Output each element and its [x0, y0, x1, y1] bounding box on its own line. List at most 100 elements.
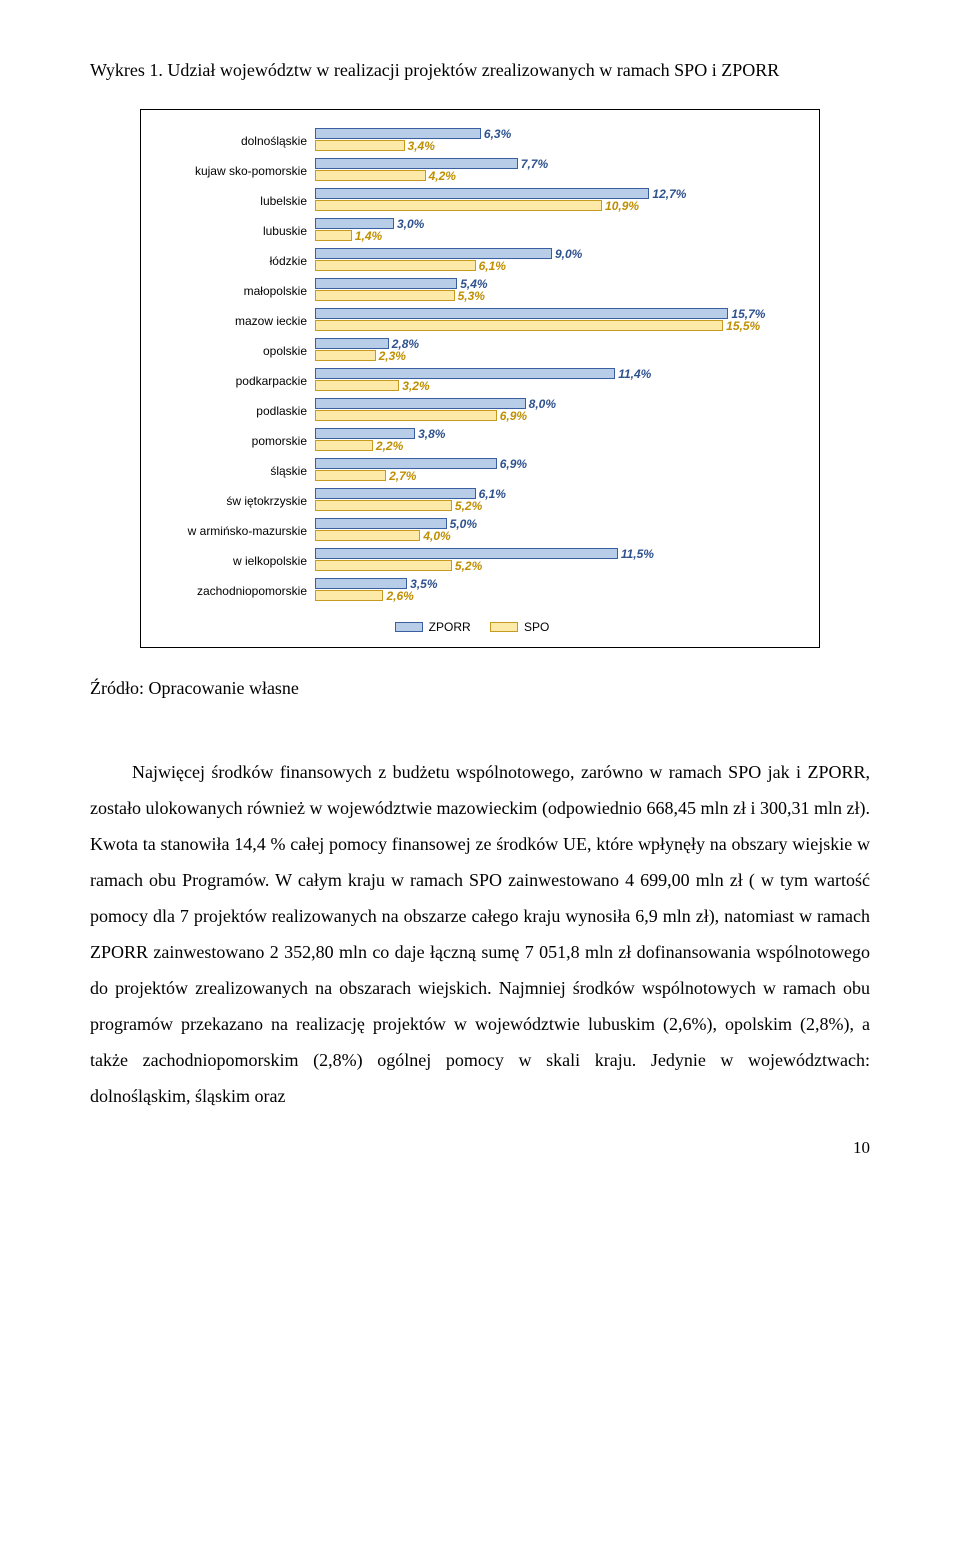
value-label-zporr: 6,3% [484, 127, 511, 141]
value-label-zporr: 11,5% [621, 547, 654, 561]
category-label: podlaskie [155, 405, 315, 418]
category-label: łódzkie [155, 255, 315, 268]
bars-cell: 2,8%2,3% [315, 336, 789, 366]
legend-label-zporr: ZPORR [429, 620, 471, 634]
value-label-spo: 2,3% [379, 349, 406, 363]
bar-zporr: 6,9% [315, 458, 497, 469]
value-label-spo: 2,7% [389, 469, 416, 483]
bars-cell: 5,0%4,0% [315, 516, 789, 546]
bars-cell: 6,9%2,7% [315, 456, 789, 486]
value-label-spo: 5,2% [455, 499, 482, 513]
value-label-spo: 4,2% [429, 169, 456, 183]
bar-pair: 6,3%3,4% [315, 128, 789, 154]
value-label-zporr: 11,4% [618, 367, 651, 381]
bars-cell: 11,5% 5,2% [315, 546, 789, 576]
page: Wykres 1. Udział województw w realizacji… [0, 0, 960, 1198]
legend-item-spo: SPO [490, 620, 549, 634]
value-label-zporr: 6,9% [500, 457, 527, 471]
value-label-spo: 5,3% [458, 289, 485, 303]
bar-pair: 5,4%5,3% [315, 278, 789, 304]
value-label-spo: 2,2% [376, 439, 403, 453]
chart-row: lubuskie3,0%1,4% [155, 216, 789, 246]
category-label: podkarpackie [155, 375, 315, 388]
value-label-spo: 5,2% [455, 559, 482, 573]
bar-spo: 5,3% [315, 290, 455, 301]
bar-spo: 2,2% [315, 440, 373, 451]
bar-pair: 3,5%2,6% [315, 578, 789, 604]
bar-spo: 6,9% [315, 410, 497, 421]
chart-row: podlaskie8,0%6,9% [155, 396, 789, 426]
category-label: opolskie [155, 345, 315, 358]
bars-cell: 3,0%1,4% [315, 216, 789, 246]
category-label: dolnośląskie [155, 135, 315, 148]
value-label-zporr: 7,7% [521, 157, 548, 171]
value-label-spo: 6,1% [479, 259, 506, 273]
category-label: św iętokrzyskie [155, 495, 315, 508]
bars-cell: 3,5%2,6% [315, 576, 789, 606]
bar-pair: 8,0%6,9% [315, 398, 789, 424]
chart-row: w ielkopolskie11,5%5,2% [155, 546, 789, 576]
chart-source: Źródło: Opracowanie własne [90, 678, 870, 699]
bars-cell: 9,0% 6,1% [315, 246, 789, 276]
bar-pair: 6,9%2,7% [315, 458, 789, 484]
bars-cell: 6,1%5,2% [315, 486, 789, 516]
chart-row: łódzkie 9,0% 6,1% [155, 246, 789, 276]
bar-zporr: 3,8% [315, 428, 415, 439]
chart-row: dolnośląskie6,3%3,4% [155, 126, 789, 156]
category-label: śląskie [155, 465, 315, 478]
chart-row: małopolskie5,4%5,3% [155, 276, 789, 306]
legend-label-spo: SPO [524, 620, 549, 634]
value-label-zporr: 6,1% [479, 487, 506, 501]
chart-caption: Wykres 1. Udział województw w realizacji… [90, 60, 870, 81]
value-label-spo: 2,6% [386, 589, 413, 603]
bar-spo: 10,9% [315, 200, 602, 211]
bar-pair: 3,0%1,4% [315, 218, 789, 244]
bar-zporr: 2,8% [315, 338, 389, 349]
bar-pair: 12,7% 10,9% [315, 188, 789, 214]
bar-spo: 4,0% [315, 530, 420, 541]
value-label-spo: 6,9% [500, 409, 527, 423]
bar-spo: 5,2% [315, 560, 452, 571]
value-label-zporr: 12,7% [652, 187, 686, 201]
bar-zporr: 3,5% [315, 578, 407, 589]
chart-row: opolskie2,8%2,3% [155, 336, 789, 366]
bar-pair: 5,0%4,0% [315, 518, 789, 544]
bar-spo: 1,4% [315, 230, 352, 241]
category-label: małopolskie [155, 285, 315, 298]
bar-chart: dolnośląskie6,3%3,4%kujaw sko-pomorskie7… [140, 109, 820, 648]
bar-spo: 4,2% [315, 170, 426, 181]
bar-spo: 6,1% [315, 260, 476, 271]
value-label-zporr: 5,0% [450, 517, 477, 531]
bar-pair: 15,7%15,5% [315, 308, 789, 334]
bar-zporr: 5,0% [315, 518, 447, 529]
chart-legend: ZPORR SPO [155, 620, 789, 635]
bars-cell: 15,7%15,5% [315, 306, 789, 336]
bars-cell: 11,4% 3,2% [315, 366, 789, 396]
value-label-zporr: 9,0% [555, 247, 582, 261]
chart-row: lubelskie12,7%10,9% [155, 186, 789, 216]
bar-pair: 7,7%4,2% [315, 158, 789, 184]
value-label-zporr: 3,0% [397, 217, 424, 231]
value-label-zporr: 8,0% [529, 397, 556, 411]
chart-row: zachodniopomorskie3,5%2,6% [155, 576, 789, 606]
value-label-zporr: 3,5% [410, 577, 437, 591]
bar-pair: 11,5% 5,2% [315, 548, 789, 574]
bars-cell: 3,8%2,2% [315, 426, 789, 456]
bars-cell: 5,4%5,3% [315, 276, 789, 306]
bar-pair: 11,4% 3,2% [315, 368, 789, 394]
bar-pair: 3,8%2,2% [315, 428, 789, 454]
chart-row: pomorskie3,8%2,2% [155, 426, 789, 456]
bar-zporr: 15,7% [315, 308, 728, 319]
bar-spo: 15,5% [315, 320, 723, 331]
value-label-spo: 3,2% [402, 379, 429, 393]
category-label: pomorskie [155, 435, 315, 448]
chart-row: w armińsko-mazurskie5,0%4,0% [155, 516, 789, 546]
legend-swatch-zporr [395, 622, 423, 632]
bar-pair: 6,1%5,2% [315, 488, 789, 514]
legend-item-zporr: ZPORR [395, 620, 471, 634]
bar-zporr: 3,0% [315, 218, 394, 229]
category-label: kujaw sko-pomorskie [155, 165, 315, 178]
chart-row: św iętokrzyskie6,1%5,2% [155, 486, 789, 516]
bars-cell: 6,3%3,4% [315, 126, 789, 156]
bar-zporr: 7,7% [315, 158, 518, 169]
